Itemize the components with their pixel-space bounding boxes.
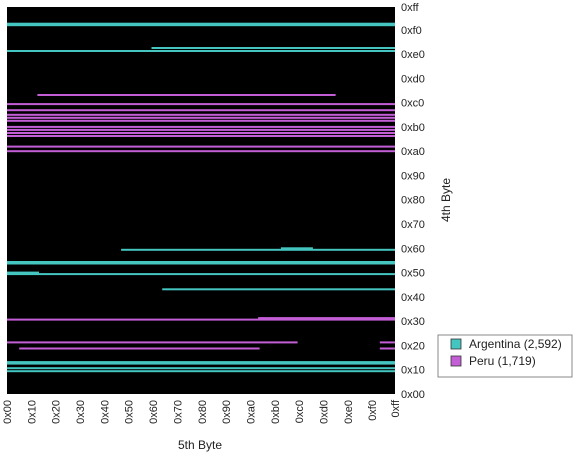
data-row-peru-11-0: [7, 116, 395, 119]
y-tick-label: 0xb0: [401, 122, 425, 134]
y-tick-label: 0xd0: [401, 73, 425, 85]
x-tick-label: 0xd0: [319, 400, 331, 424]
x-tick-label: 0x30: [75, 400, 87, 424]
series-layer: [7, 22, 395, 373]
data-row-peru-6-0: [7, 135, 395, 137]
data-row-argentina-2-0: [7, 362, 395, 365]
plot-background: [7, 7, 395, 394]
y-tick-label: 0xf0: [401, 25, 422, 37]
y-tick-label: 0xe0: [401, 49, 425, 61]
x-tick-label: 0x50: [124, 400, 136, 424]
y-tick-labels: 0x00 0x10 0x20 0x30 0x40 0x50 0x60 0x70 0x80 0x90…: [401, 2, 425, 401]
legend-label-peru: Peru (1,719): [469, 354, 536, 368]
y-tick-label: 0x80: [401, 195, 425, 207]
data-row-argentina-5-0: [7, 273, 395, 276]
data-row-peru-7-0: [7, 132, 395, 134]
legend-swatch-peru: [450, 355, 462, 367]
x-tick-label: 0xa0: [246, 400, 258, 424]
data-row-argentina-1-0: [7, 367, 395, 370]
x-tick-label: 0x00: [2, 400, 14, 424]
data-row-peru-0-1: [379, 347, 395, 350]
data-row-argentina-0-0: [7, 370, 395, 373]
data-row-peru-0-0: [19, 347, 260, 350]
legend: Argentina (2,592) Peru (1,719): [437, 334, 573, 378]
legend-label-argentina: Argentina (2,592): [469, 337, 562, 351]
x-tick-label: 0x60: [148, 400, 160, 424]
data-row-argentina-6-0: [7, 271, 39, 274]
data-row-peru-1-0: [7, 341, 298, 344]
x-tick-label: 0x10: [26, 400, 38, 424]
data-row-argentina-9-0: [121, 248, 395, 251]
x-tick-label: 0xe0: [343, 400, 355, 424]
y-tick-label: 0x70: [401, 219, 425, 231]
x-tick-label: 0x70: [172, 400, 184, 424]
x-tick-label: 0x80: [197, 400, 209, 424]
data-row-argentina-4-0: [162, 288, 395, 291]
data-row-argentina-10-0: [280, 247, 313, 250]
data-row-peru-13-0: [7, 109, 395, 112]
data-row-peru-4-0: [7, 150, 395, 153]
x-tick-label: 0x40: [99, 400, 111, 424]
x-axis-title: 5th Byte: [178, 438, 222, 452]
y-tick-label: 0x00: [401, 389, 425, 401]
data-row-argentina-12-0: [151, 47, 395, 49]
data-row-peru-5-0: [7, 145, 395, 148]
y-tick-label: 0x10: [401, 365, 425, 377]
y-tick-label: 0x30: [401, 316, 425, 328]
y-tick-label: 0x90: [401, 171, 425, 183]
y-tick-label: 0xc0: [401, 98, 424, 110]
y-tick-label: 0x60: [401, 243, 425, 255]
y-tick-label: 0xff: [401, 2, 419, 14]
legend-swatch-argentina: [450, 338, 462, 350]
x-tick-label: 0xb0: [270, 400, 282, 424]
data-row-peru-14-0: [7, 103, 395, 106]
data-row-argentina-14-0: [7, 22, 395, 25]
x-tick-label: 0x90: [221, 400, 233, 424]
data-row-peru-1-1: [379, 341, 395, 344]
data-row-peru-2-0: [7, 318, 395, 321]
y-tick-label: 0x40: [401, 292, 425, 304]
y-tick-label: 0x50: [401, 268, 425, 280]
data-row-argentina-3-0: [7, 361, 395, 364]
x-tick-labels: 0x00 0x10 0x20 0x30 0x40 0x50 0x60 0x70 0x80 0x90…: [2, 399, 402, 424]
data-row-peru-8-0: [7, 128, 395, 131]
data-row-argentina-8-0: [7, 261, 395, 263]
data-row-argentina-11-0: [7, 50, 395, 52]
x-tick-label: 0xff: [390, 399, 402, 417]
x-tick-label: 0xc0: [294, 400, 306, 423]
y-axis-title: 4th Byte: [439, 178, 453, 222]
x-tick-label: 0xf0: [367, 400, 379, 421]
data-row-peru-9-0: [7, 125, 395, 128]
x-tick-label: 0x20: [51, 400, 63, 424]
data-row-argentina-7-0: [7, 262, 395, 265]
y-tick-label: 0x20: [401, 340, 425, 352]
y-tick-label: 0xa0: [401, 146, 425, 158]
data-row-peru-12-0: [7, 113, 395, 116]
data-row-argentina-13-0: [7, 24, 395, 27]
data-row-peru-15-0: [37, 94, 336, 96]
data-row-peru-10-0: [7, 119, 395, 122]
data-row-peru-3-0: [258, 317, 395, 320]
